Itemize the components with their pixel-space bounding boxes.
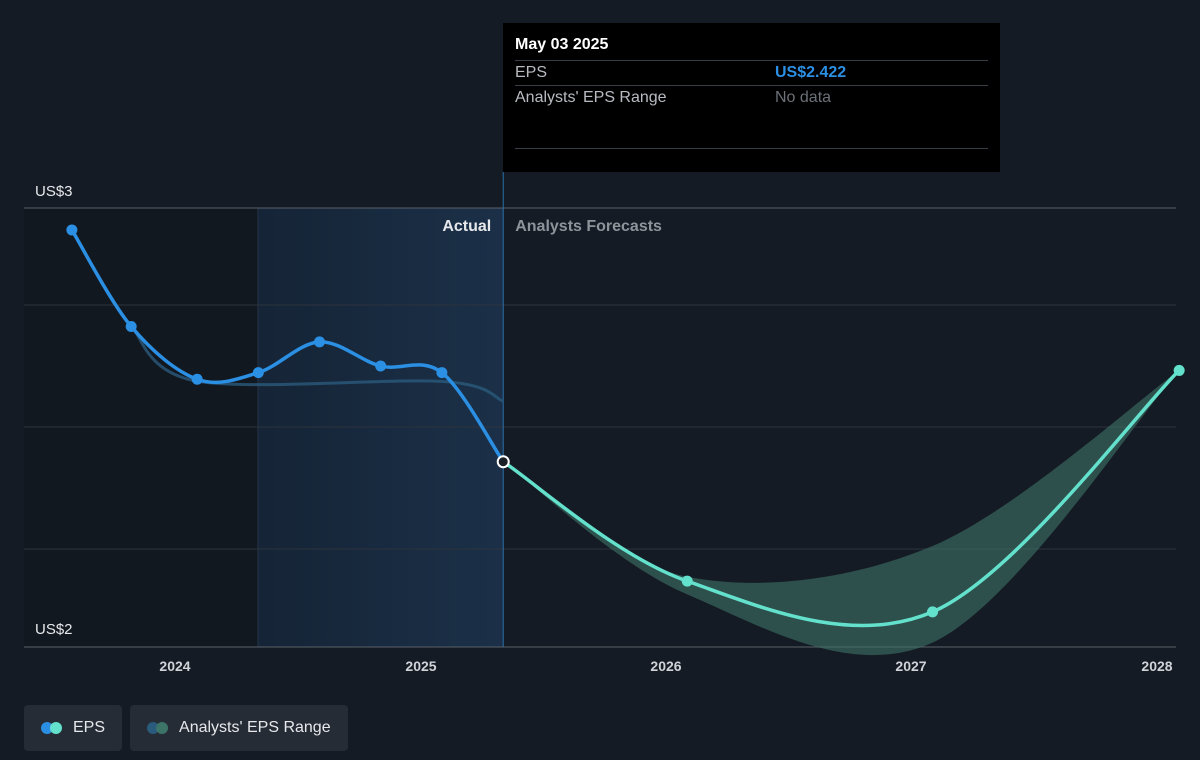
- tooltip-row-eps: EPS US$2.422: [515, 60, 988, 85]
- forecast-eps-point: [1173, 364, 1185, 376]
- chart-tooltip: May 03 2025 EPS US$2.422 Analysts' EPS R…: [503, 23, 1000, 172]
- y-axis-min-label: US$2: [35, 621, 73, 638]
- actual-eps-point: [375, 360, 387, 372]
- actual-label: Actual: [442, 218, 491, 235]
- legend-eps-button[interactable]: EPS: [24, 705, 123, 751]
- x-tick-label: 2026: [650, 658, 681, 674]
- forecast-label: Analysts Forecasts: [515, 218, 662, 235]
- tooltip-range-value: No data: [775, 89, 832, 106]
- eps-dots-icon: [41, 722, 63, 734]
- actual-eps-point: [66, 224, 78, 236]
- analyst-range-band: [503, 370, 1180, 656]
- actual-eps-point: [436, 367, 448, 379]
- past-range-trail: [130, 325, 504, 403]
- legend-range-button[interactable]: Analysts' EPS Range: [130, 705, 348, 751]
- chart-legend: EPS Analysts' EPS Range: [24, 705, 348, 751]
- y-axis-max-label: US$3: [35, 183, 73, 200]
- selected-eps-point: [496, 455, 510, 469]
- forecast-eps-point: [927, 606, 939, 618]
- x-tick-label: 2028: [1141, 658, 1172, 674]
- actual-eps-point: [125, 321, 137, 333]
- tooltip-eps-value: US$2.422: [775, 64, 847, 81]
- tooltip-divider: [515, 148, 988, 149]
- tooltip-range-label: Analysts' EPS Range: [515, 89, 667, 106]
- x-tick-label: 2024: [159, 658, 190, 674]
- tooltip-date: May 03 2025: [515, 36, 609, 53]
- actual-eps-point: [314, 336, 326, 348]
- x-tick-label: 2025: [405, 658, 436, 674]
- legend-eps-label: EPS: [73, 719, 106, 736]
- actual-eps-point: [191, 373, 203, 385]
- legend-range-label: Analysts' EPS Range: [179, 719, 331, 736]
- x-tick-label: 2027: [895, 658, 926, 674]
- actual-eps-point: [252, 367, 264, 379]
- forecast-eps-line: [502, 369, 1181, 628]
- range-dots-icon: [147, 722, 169, 734]
- tooltip-eps-label: EPS: [515, 64, 548, 81]
- tooltip-row-range: Analysts' EPS Range No data: [515, 85, 988, 110]
- forecast-eps-point: [681, 575, 693, 587]
